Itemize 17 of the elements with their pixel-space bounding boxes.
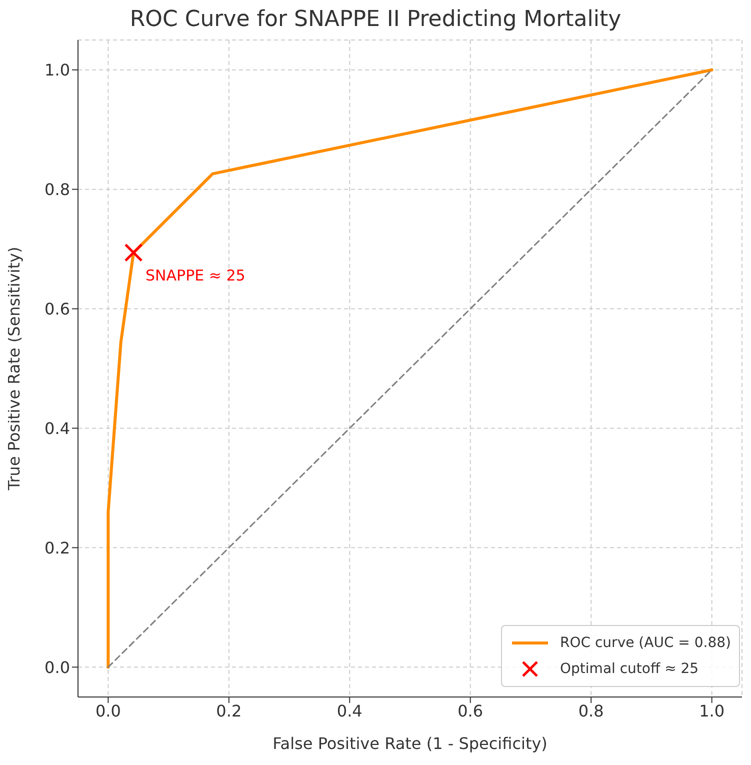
x-tick-label: 0.2 bbox=[216, 701, 242, 720]
x-tick-label: 0.6 bbox=[458, 701, 484, 720]
x-tick-label: 0.0 bbox=[95, 701, 121, 720]
y-tick-label: 0.2 bbox=[44, 538, 70, 558]
x-axis-title: False Positive Rate (1 - Specificity) bbox=[272, 734, 548, 753]
y-tick-label: 0.4 bbox=[44, 418, 70, 438]
annotation: SNAPPE ≈ 25 bbox=[146, 266, 246, 285]
x-tick-label: 1.0 bbox=[699, 701, 725, 720]
legend-label: Optimal cutoff ≈ 25 bbox=[560, 661, 699, 677]
y-tick-label: 0.0 bbox=[44, 658, 70, 677]
legend-label: ROC curve (AUC = 0.88) bbox=[560, 635, 731, 651]
x-tick-label: 0.8 bbox=[578, 701, 604, 720]
y-tick-label: 0.6 bbox=[44, 299, 70, 318]
y-tick-label: 0.8 bbox=[44, 180, 70, 199]
chart-title: ROC Curve for SNAPPE II Predicting Mortality bbox=[128, 7, 622, 34]
x-tick-label: 0.4 bbox=[336, 701, 362, 720]
y-tick-label: 1.0 bbox=[44, 60, 70, 80]
